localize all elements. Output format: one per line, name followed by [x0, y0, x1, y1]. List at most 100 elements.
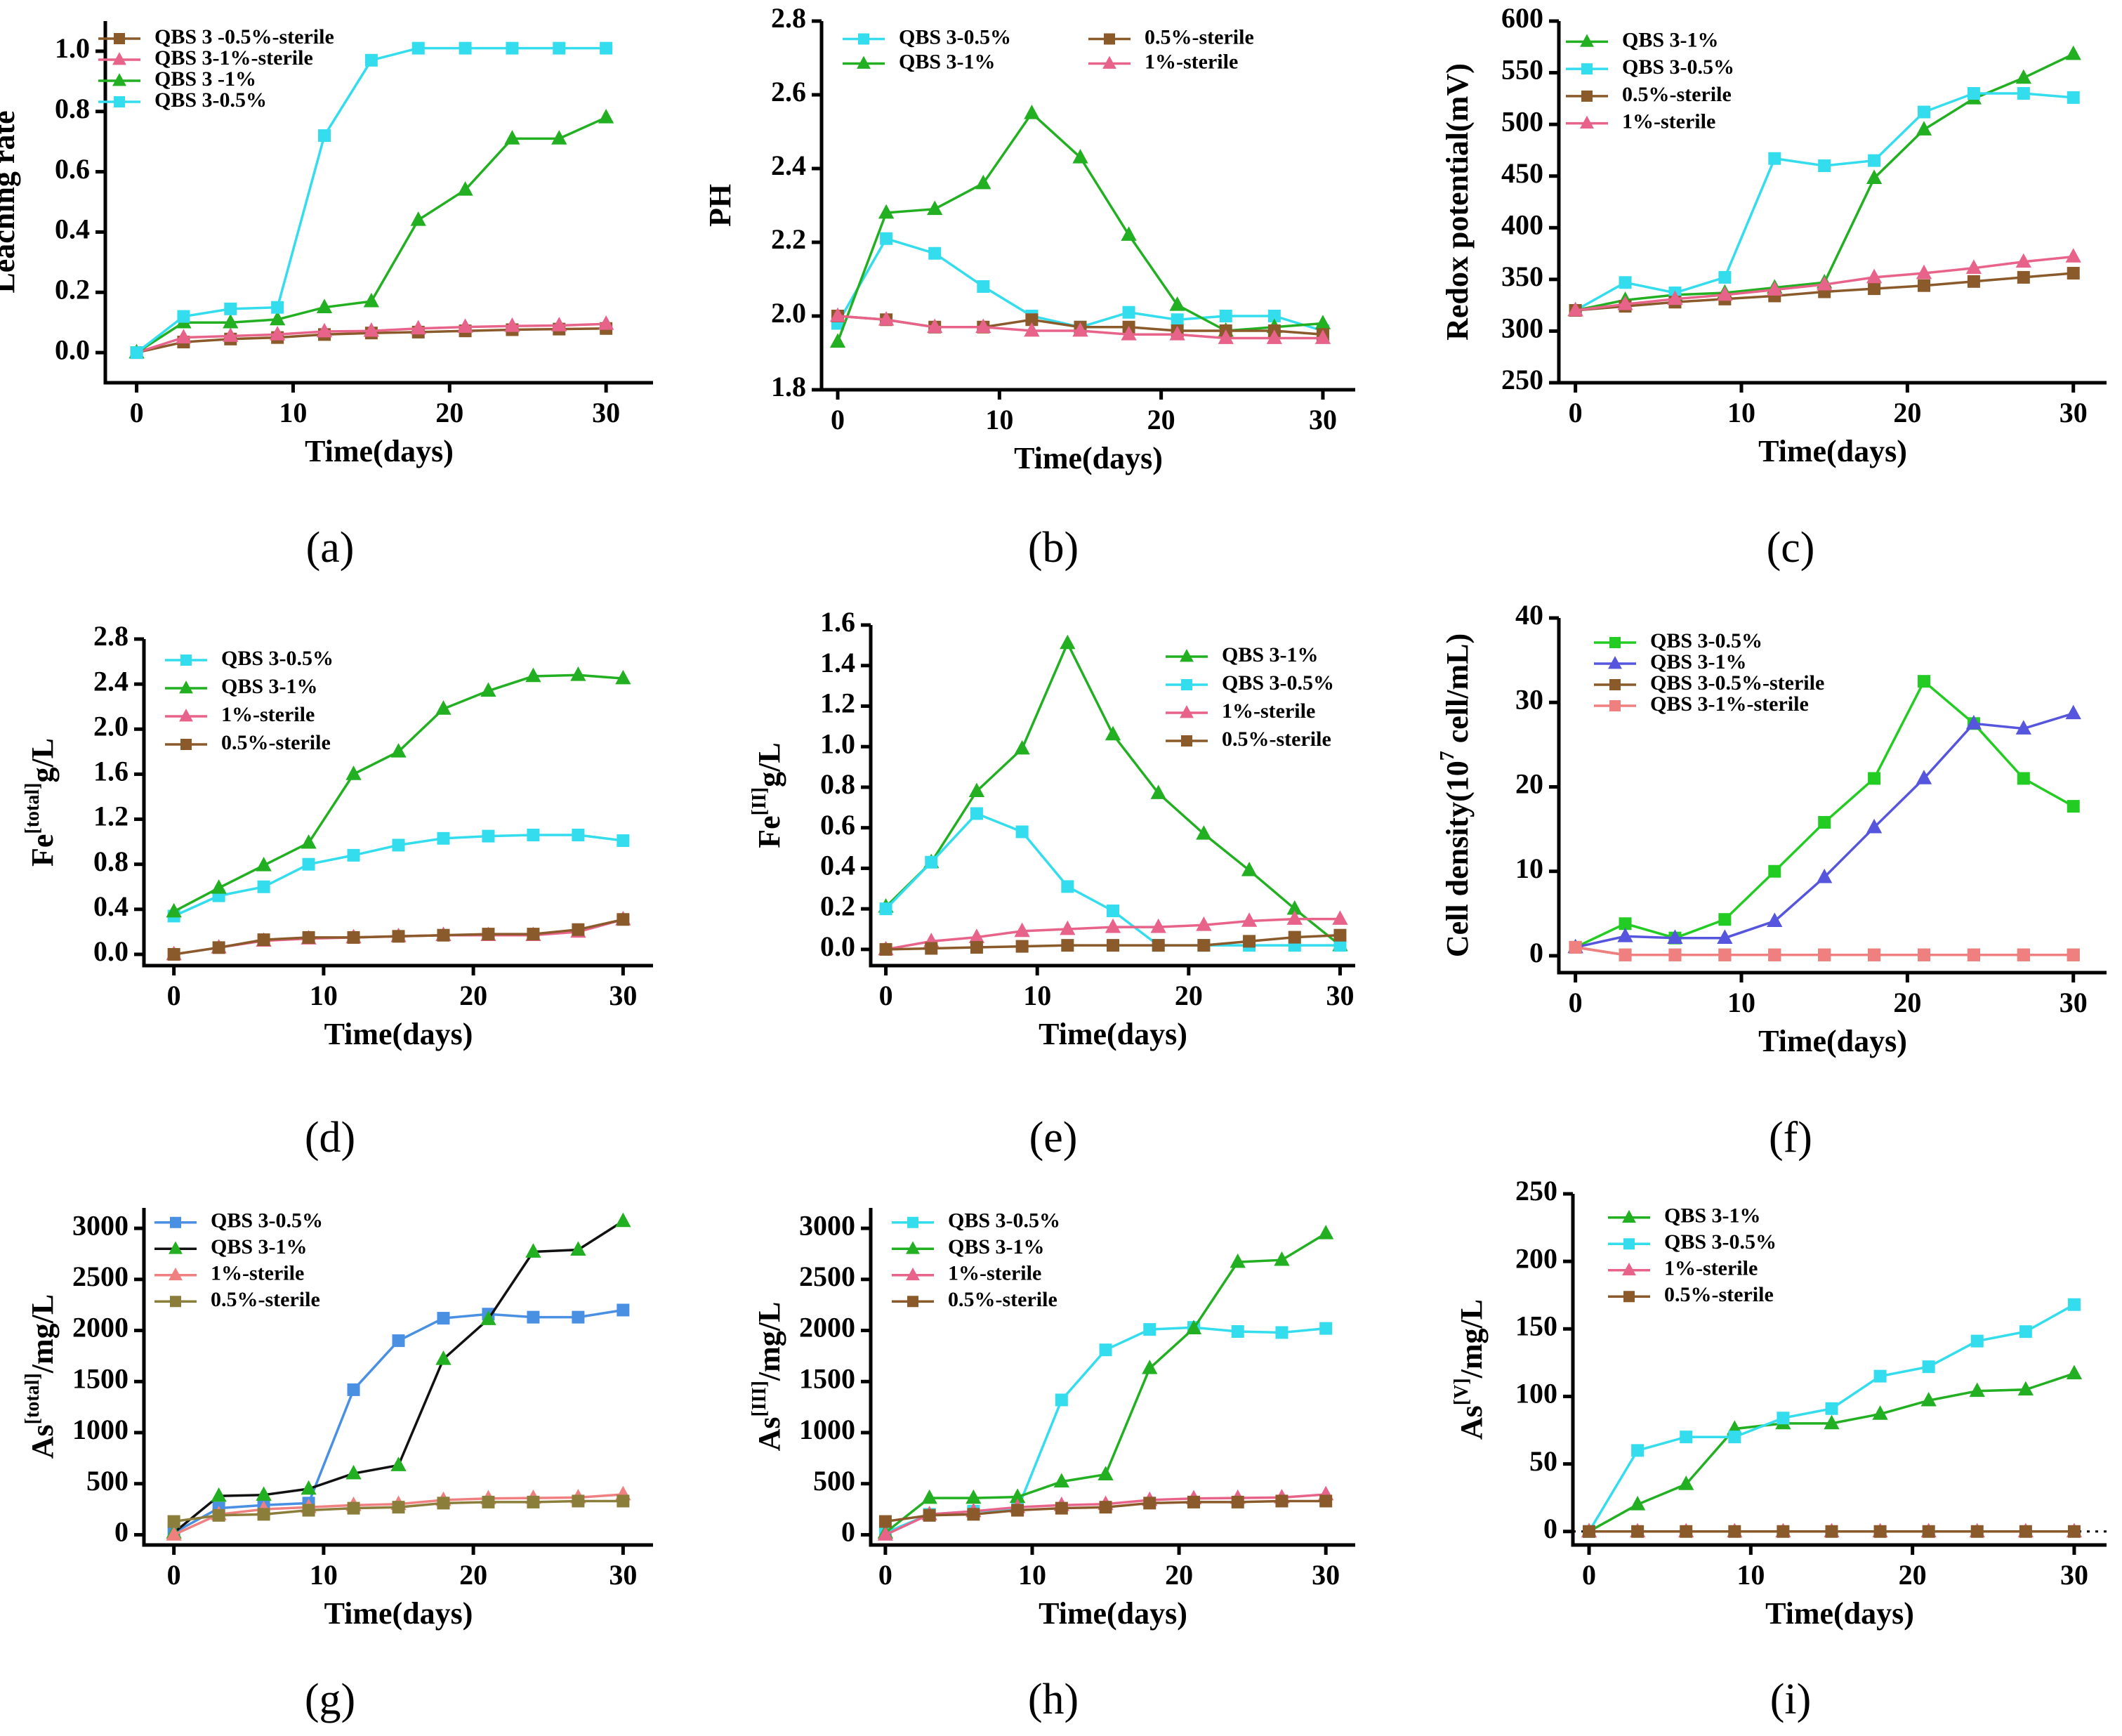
data-point-f-1-6 [1866, 818, 1883, 834]
data-point-d-1-2 [256, 857, 272, 872]
data-point-g-3-8 [527, 1495, 540, 1508]
legend-swatch-marker-c-1 [1581, 63, 1593, 75]
data-point-e-3-9 [1288, 931, 1301, 944]
y-axis-title-f: Cell density(107 cell/mL) [1437, 633, 1475, 957]
x-tick-label-i-1: 10 [1737, 1559, 1765, 1591]
data-point-i-0-5 [1824, 1414, 1840, 1430]
data-point-a-2-5 [363, 292, 380, 308]
legend-swatch-marker-e-2 [1180, 705, 1194, 718]
data-point-i-3-10 [2067, 1525, 2081, 1538]
legend-swatch-marker-c-0 [1580, 34, 1594, 47]
y-tick-label-c-4: 450 [1501, 157, 1543, 189]
legend-swatch-marker-d-3 [180, 739, 192, 750]
data-point-c-3-5 [1817, 275, 1833, 291]
data-point-d-1-4 [345, 765, 362, 780]
data-point-g-1-5 [390, 1456, 407, 1471]
data-point-e-2-9 [1286, 910, 1303, 925]
x-tick-label-d-2: 20 [459, 980, 487, 1011]
data-point-e-1-5 [1107, 905, 1119, 918]
legend-swatch-marker-h-2 [906, 1267, 920, 1281]
legend-label-e-2: 1%-sterile [1222, 699, 1315, 723]
x-axis-title-b: Time(days) [1014, 441, 1163, 475]
series-e-3 [879, 928, 1347, 956]
x-axis-title-h: Time(days) [1039, 1596, 1187, 1631]
data-point-e-0-2 [968, 782, 985, 798]
data-point-g-0-4 [347, 1383, 360, 1396]
data-point-g-1-1 [211, 1487, 227, 1502]
legend-swatch-marker-e-0 [1180, 649, 1194, 662]
y-axis-title-h: As[III]/mg/L [749, 1302, 786, 1452]
data-point-f-3-10 [2067, 948, 2080, 961]
y-tick-label-b-4: 2.6 [771, 76, 806, 107]
legend-swatch-marker-g-3 [170, 1296, 181, 1308]
data-point-f-0-9 [2017, 772, 2030, 785]
y-tick-label-f-0: 0 [1529, 937, 1543, 968]
data-point-i-3-3 [1728, 1525, 1741, 1538]
legend-label-b-0: QBS 3-0.5% [899, 25, 1011, 48]
data-point-e-3-3 [1015, 940, 1029, 953]
y-tick-label-b-3: 2.4 [771, 150, 806, 181]
chart-panel-i: 0 50 100 150 200 250 0 10 20 30 Time(days) As[V]/mg… [1451, 1175, 2107, 1723]
x-tick-label-b-0: 0 [831, 404, 845, 435]
series-c-3 [1567, 248, 2081, 317]
data-point-h-2-0 [877, 1526, 894, 1541]
x-tick-label-e-0: 0 [879, 980, 893, 1011]
data-point-f-0-6 [1868, 772, 1881, 785]
data-point-d-3-7 [482, 928, 495, 941]
axes-frame-h [869, 1208, 1355, 1547]
data-point-e-3-6 [1152, 939, 1165, 952]
data-point-c-3-2 [1667, 290, 1683, 305]
data-point-g-0-9 [572, 1310, 585, 1324]
y-tick-label-e-5: 1.0 [820, 728, 855, 759]
series-line-b-0 [836, 237, 1324, 332]
data-point-a-1-2 [223, 327, 239, 342]
y-tick-label-c-2: 350 [1501, 261, 1543, 292]
y-tick-label-a-2: 0.4 [55, 213, 90, 245]
chart-panel-c: 250 300 350 400 450 500 550 600 0 10 20 30 Time(days… [1440, 2, 2107, 572]
data-point-i-1-6 [1873, 1369, 1887, 1383]
y-tick-label-d-6: 2.4 [93, 665, 128, 697]
axes-frame-g [142, 1208, 653, 1547]
y-tick-label-c-1: 300 [1501, 313, 1543, 344]
y-axis-title-i: As[V]/mg/L [1451, 1299, 1489, 1440]
data-point-e-0-5 [1105, 725, 1121, 741]
data-point-e-3-5 [1107, 939, 1119, 952]
data-point-b-3-5 [1072, 322, 1088, 337]
legend-swatch-marker-a-3 [114, 96, 125, 107]
data-point-c-1-1 [1619, 276, 1632, 289]
data-point-e-3-10 [1333, 928, 1347, 942]
data-point-e-1-2 [970, 807, 983, 820]
data-point-f-3-4 [1768, 948, 1781, 961]
x-tick-label-b-1: 10 [985, 404, 1013, 435]
legend-label-h-0: QBS 3-0.5% [948, 1209, 1060, 1232]
data-point-a-3-5 [364, 53, 378, 67]
y-tick-label-b-5: 2.8 [771, 2, 806, 34]
data-point-e-1-3 [1015, 825, 1029, 839]
data-point-b-0-2 [928, 246, 942, 260]
data-point-a-2-6 [410, 211, 426, 226]
x-axis-title-i: Time(days) [1765, 1596, 1914, 1631]
data-point-h-1-10 [1318, 1225, 1334, 1239]
x-tick-label-i-0: 0 [1582, 1559, 1596, 1591]
data-point-d-0-3 [302, 857, 315, 871]
x-tick-label-h-0: 0 [878, 1559, 892, 1591]
axes-frame-f [1557, 618, 2107, 975]
data-point-i-1-2 [1680, 1431, 1693, 1444]
data-point-c-1-3 [1718, 270, 1732, 284]
data-point-f-3-2 [1668, 948, 1682, 961]
legend-label-i-3: 0.5%-sterile [1664, 1283, 1774, 1306]
y-tick-label-f-4: 40 [1515, 599, 1543, 631]
data-point-h-1-2 [966, 1489, 982, 1504]
y-axis-title-g: As[total]/mg/L [22, 1294, 60, 1459]
y-tick-label-f-3: 30 [1515, 683, 1543, 715]
data-point-i-3-9 [2019, 1525, 2032, 1538]
data-point-e-3-1 [925, 942, 938, 955]
data-point-c-0-6 [1866, 169, 1883, 184]
legend-label-h-3: 0.5%-sterile [948, 1288, 1057, 1311]
data-point-d-0-7 [482, 829, 495, 843]
series-f-1 [1567, 704, 2081, 954]
legend-label-a-0: QBS 3 -0.5%-sterile [154, 25, 334, 48]
data-point-b-3-9 [1266, 329, 1283, 344]
data-point-i-3-2 [1680, 1525, 1693, 1538]
panel-label-e: (e) [1029, 1114, 1078, 1162]
